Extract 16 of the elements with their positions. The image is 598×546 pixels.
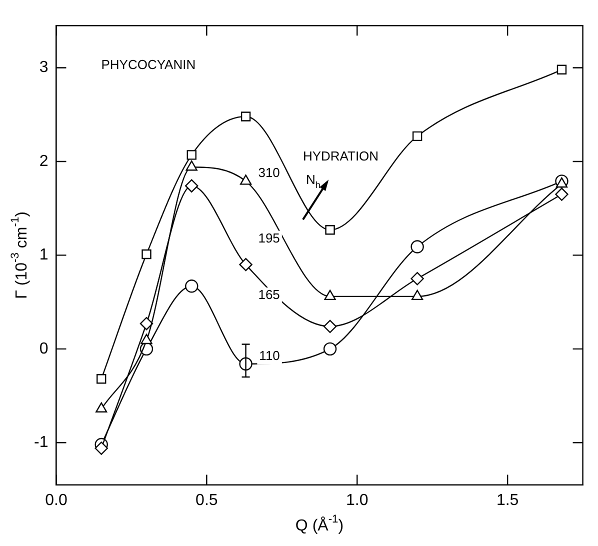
x-tick-label: 1.5 [496,492,519,509]
x-tick-label: 0.0 [45,492,68,509]
series-label: 165 [258,287,280,302]
y-tick-label: 2 [39,152,48,170]
y-axis-title: Γ (10-3 cm-1) [10,212,30,299]
series-label: 310 [258,164,280,180]
y-tick-label: 0 [39,340,48,358]
series-label: 195 [258,230,280,246]
y-tick-label: -1 [34,434,48,452]
y-tick-label: 3 [39,59,48,76]
series-label: 110 [259,348,280,363]
annotation: PHYCOCYANIN [101,57,196,72]
annotation: HYDRATION [302,148,379,164]
y-tick-label: 1 [39,246,48,264]
x-tick-label: 0.5 [196,492,218,509]
x-tick-label: 1.0 [346,492,368,509]
